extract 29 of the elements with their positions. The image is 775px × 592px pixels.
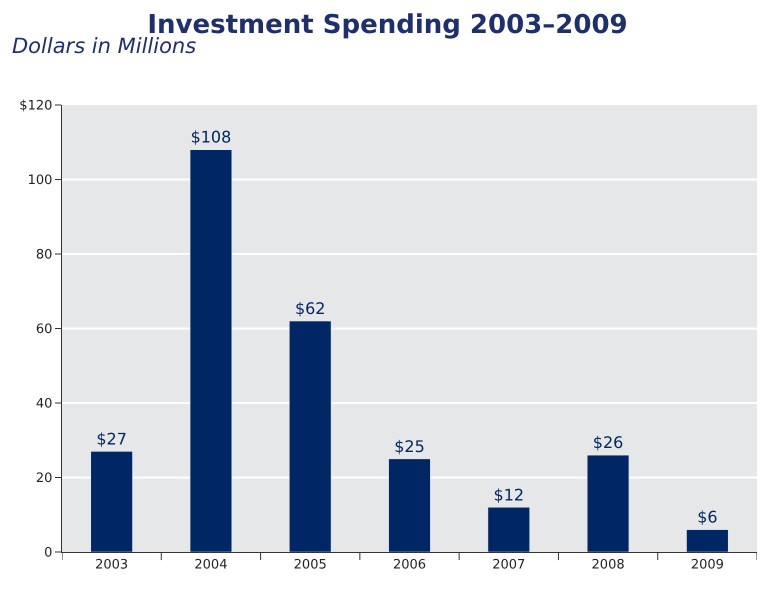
x-tick-label: 2005 [294,558,327,573]
bar [388,458,431,552]
y-tick-label: 100 [28,173,52,188]
data-label: $25 [394,436,425,456]
y-tick-label: 60 [36,322,52,338]
data-label: $62 [294,299,326,318]
data-label: $108 [190,128,232,147]
y-tick-label: 80 [36,248,52,263]
bar [190,149,232,552]
x-tick-label: 2003 [95,558,128,573]
y-tick-label: $120 [19,98,52,114]
y-tick-label: 20 [36,471,52,486]
y-tick-label: 0 [44,546,52,561]
bar [90,451,133,552]
x-tick-label: 2006 [392,558,426,573]
data-label: $6 [697,508,718,527]
bar [289,320,332,552]
x-tick-label: 2009 [690,558,724,573]
bar [586,454,630,552]
bar [488,507,530,552]
chart-subtitle: Dollars in Millions [12,34,196,58]
bar [686,529,728,552]
data-label: $27 [96,429,127,448]
x-tick-label: 2007 [492,558,526,573]
x-tick-label: 2008 [592,558,625,573]
data-label: $26 [592,433,624,452]
data-label: $12 [494,485,524,504]
x-tick-label: 2004 [194,558,228,573]
y-tick-label: 40 [36,396,52,412]
